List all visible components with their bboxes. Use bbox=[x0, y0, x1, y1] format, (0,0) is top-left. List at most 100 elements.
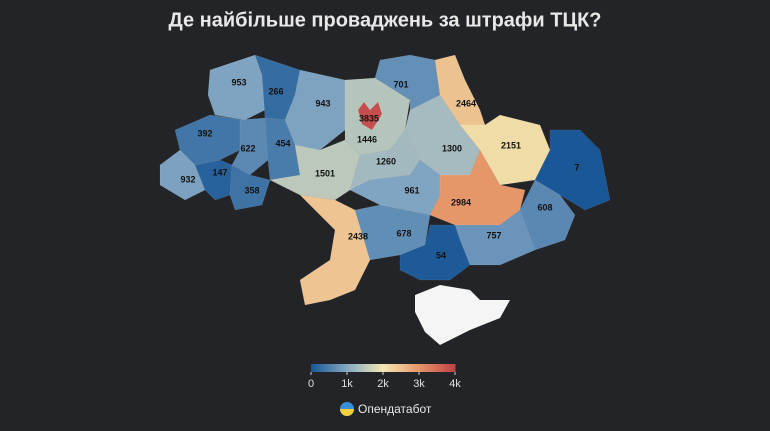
colorbar-step bbox=[437, 364, 440, 372]
colorbar-step bbox=[365, 364, 368, 372]
colorbar-step bbox=[331, 364, 334, 372]
region-value: 701 bbox=[393, 79, 408, 89]
colorbar-step bbox=[351, 364, 354, 372]
colorbar-step bbox=[341, 364, 344, 372]
brand-icon-half bbox=[340, 409, 354, 416]
colorbar-step bbox=[383, 364, 386, 372]
colorbar-step bbox=[367, 364, 370, 372]
colorbar-step bbox=[449, 364, 452, 372]
colorbar-tick-label: 3k bbox=[413, 378, 425, 390]
crimea bbox=[415, 285, 510, 345]
colorbar-step bbox=[407, 364, 410, 372]
region-value: 266 bbox=[268, 86, 283, 96]
colorbar-step bbox=[315, 364, 318, 372]
region-value: 2984 bbox=[451, 197, 471, 207]
colorbar-step bbox=[377, 364, 380, 372]
colorbar-step bbox=[357, 364, 360, 372]
colorbar-step bbox=[319, 364, 322, 372]
colorbar-tick-label: 1k bbox=[341, 378, 353, 390]
region bbox=[399, 224, 471, 281]
colorbar-step bbox=[445, 364, 448, 372]
regions: 953 266 943 1446 3835 701 2464 392 622 454 1300 215… bbox=[159, 54, 611, 306]
region bbox=[299, 194, 371, 306]
colorbar-step bbox=[391, 364, 394, 372]
region-value: 932 bbox=[180, 174, 195, 184]
region-value: 392 bbox=[197, 128, 212, 138]
colorbar-step bbox=[451, 364, 454, 372]
colorbar-step bbox=[433, 364, 436, 372]
colorbar-step bbox=[441, 364, 444, 372]
colorbar-step bbox=[371, 364, 374, 372]
colorbar-step bbox=[429, 364, 432, 372]
region-value: 3835 bbox=[359, 113, 379, 123]
colorbar-step bbox=[313, 364, 316, 372]
colorbar-step bbox=[389, 364, 392, 372]
region-value: 953 bbox=[231, 77, 246, 87]
title: Де найбільше проваджень за штрафи ТЦК? bbox=[168, 9, 601, 31]
colorbar-step bbox=[385, 364, 388, 372]
region bbox=[207, 54, 266, 121]
colorbar-step bbox=[333, 364, 336, 372]
region bbox=[354, 204, 431, 261]
colorbar-step bbox=[423, 364, 426, 372]
colorbar-step bbox=[325, 364, 328, 372]
colorbar-step bbox=[419, 364, 422, 372]
region-value: 1260 bbox=[376, 156, 396, 166]
colorbar-step bbox=[337, 364, 340, 372]
colorbar-step bbox=[381, 364, 384, 372]
region bbox=[434, 54, 486, 126]
region-value: 54 bbox=[436, 250, 446, 260]
colorbar-tick-label: 4k bbox=[449, 378, 461, 390]
region-value: 1501 bbox=[315, 168, 335, 178]
colorbar-step bbox=[355, 364, 358, 372]
colorbar-step bbox=[431, 364, 434, 372]
colorbar-step bbox=[335, 364, 338, 372]
colorbar-step bbox=[317, 364, 320, 372]
colorbar-step bbox=[347, 364, 350, 372]
colorbar-tick-label: 0 bbox=[308, 378, 314, 390]
region bbox=[357, 101, 383, 131]
colorbar-step bbox=[443, 364, 446, 372]
brand: Опендатабот bbox=[358, 402, 432, 416]
colorbar-step bbox=[439, 364, 442, 372]
colorbar-step bbox=[311, 364, 314, 372]
colorbar-step bbox=[323, 364, 326, 372]
region-value: 608 bbox=[537, 202, 552, 212]
colorbar-step bbox=[343, 364, 346, 372]
colorbar-step bbox=[373, 364, 376, 372]
colorbar-step bbox=[409, 364, 412, 372]
colorbar-step bbox=[395, 364, 398, 372]
colorbar-step bbox=[417, 364, 420, 372]
colorbar-step bbox=[345, 364, 348, 372]
colorbar-step bbox=[363, 364, 366, 372]
colorbar-step bbox=[411, 364, 414, 372]
region-value: 757 bbox=[486, 230, 501, 240]
region-value: 1300 bbox=[442, 143, 462, 153]
colorbar-step bbox=[401, 364, 404, 372]
colorbar-step bbox=[329, 364, 332, 372]
region-value: 358 bbox=[244, 185, 259, 195]
colorbar-step bbox=[403, 364, 406, 372]
colorbar: 0 1k 2k 3k 4k bbox=[308, 364, 461, 390]
colorbar-step bbox=[397, 364, 400, 372]
colorbar-step bbox=[393, 364, 396, 372]
colorbar-step bbox=[427, 364, 430, 372]
colorbar-step bbox=[379, 364, 382, 372]
region-value: 147 bbox=[212, 167, 227, 177]
colorbar-step bbox=[353, 364, 356, 372]
colorbar-step bbox=[359, 364, 362, 372]
colorbar-step bbox=[375, 364, 378, 372]
colorbar-step bbox=[415, 364, 418, 372]
colorbar-step bbox=[421, 364, 424, 372]
region-value: 2464 bbox=[456, 98, 476, 108]
region-value: 454 bbox=[275, 138, 290, 148]
colorbar-step bbox=[339, 364, 342, 372]
colorbar-step bbox=[349, 364, 352, 372]
colorbar-step bbox=[425, 364, 428, 372]
colorbar-step bbox=[435, 364, 438, 372]
colorbar-step bbox=[447, 364, 450, 372]
region bbox=[269, 139, 361, 201]
colorbar-step bbox=[327, 364, 330, 372]
colorbar-step bbox=[361, 364, 364, 372]
colorbar-step bbox=[453, 364, 456, 372]
